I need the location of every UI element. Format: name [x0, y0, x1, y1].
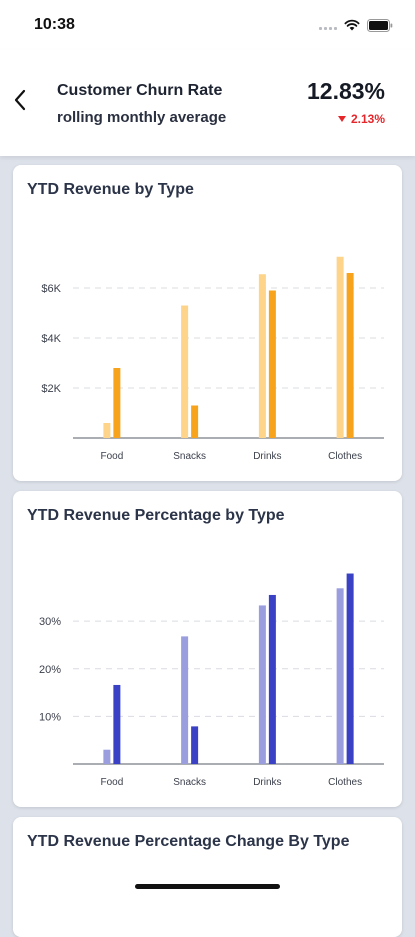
chart-title: YTD Revenue by Type — [27, 181, 194, 198]
churn-rate-change-value: 2.13% — [350, 112, 385, 126]
revenue-by-type-card: YTD Revenue by Type $2K $4K $6K Food Snacks D… — [13, 165, 402, 481]
x-tick-label: Snacks — [173, 451, 206, 462]
y-tick-label: 10% — [39, 711, 61, 723]
bar-snacks-2 — [191, 726, 199, 764]
x-tick-label: Drinks — [253, 451, 281, 462]
bar-clothes-1 — [336, 588, 344, 764]
arrow-down-icon — [337, 116, 346, 122]
battery-icon — [367, 18, 393, 32]
page-title: Customer Churn Rate — [57, 82, 223, 99]
status-bar: 10:38 — [0, 0, 415, 50]
x-tick-label: Clothes — [328, 777, 362, 788]
bar-drinks-2 — [268, 290, 276, 438]
bar-drinks-2 — [268, 594, 276, 764]
x-tick-label: Food — [100, 777, 123, 788]
y-tick-label: $4K — [41, 333, 61, 345]
bar-food-1 — [103, 423, 111, 438]
revenue-by-type-chart: $2K $4K $6K Food Snacks Drinks Clothes — [41, 256, 384, 462]
cellular-signal-icon — [319, 20, 337, 30]
status-time: 10:38 — [34, 16, 75, 33]
x-tick-label: Drinks — [253, 777, 281, 788]
bar-snacks-1 — [181, 305, 189, 438]
bar-food-2 — [113, 684, 121, 764]
bar-drinks-1 — [258, 274, 266, 438]
revenue-percentage-card: YTD Revenue Percentage by Type 10% 20% 30%… — [13, 491, 402, 807]
bar-clothes-2 — [346, 273, 354, 438]
revenue-percentage-chart: 10% 20% 30% Food Snacks Drinks Clothes — [39, 573, 384, 788]
bar-snacks-2 — [191, 405, 199, 438]
x-tick-label: Clothes — [328, 451, 362, 462]
churn-rate-change: 2.13% — [337, 112, 385, 126]
y-tick-label: $2K — [41, 383, 61, 395]
status-icons — [319, 17, 393, 33]
x-tick-label: Snacks — [173, 777, 206, 788]
x-tick-label: Food — [100, 451, 123, 462]
chevron-left-icon — [14, 89, 26, 111]
bar-food-1 — [103, 749, 111, 764]
chart-title: YTD Revenue Percentage Change By Type — [27, 833, 350, 850]
bar-food-2 — [113, 368, 121, 438]
page-subtitle: rolling monthly average — [57, 109, 227, 126]
bar-clothes-1 — [336, 256, 344, 438]
churn-rate-value: 12.83% — [306, 78, 385, 104]
wifi-icon — [344, 19, 360, 31]
revenue-percentage-change-card: YTD Revenue Percentage Change By Type — [13, 817, 402, 937]
y-tick-label: 30% — [39, 616, 61, 628]
y-tick-label: $6K — [41, 283, 61, 295]
bar-snacks-1 — [181, 636, 189, 764]
back-button[interactable] — [6, 84, 34, 116]
bar-drinks-1 — [258, 605, 266, 764]
chart-title: YTD Revenue Percentage by Type — [27, 507, 285, 524]
home-indicator — [135, 884, 280, 889]
bar-clothes-2 — [346, 573, 354, 764]
y-tick-label: 20% — [39, 664, 61, 676]
metric-header: Customer Churn Rate rolling monthly aver… — [0, 50, 415, 156]
